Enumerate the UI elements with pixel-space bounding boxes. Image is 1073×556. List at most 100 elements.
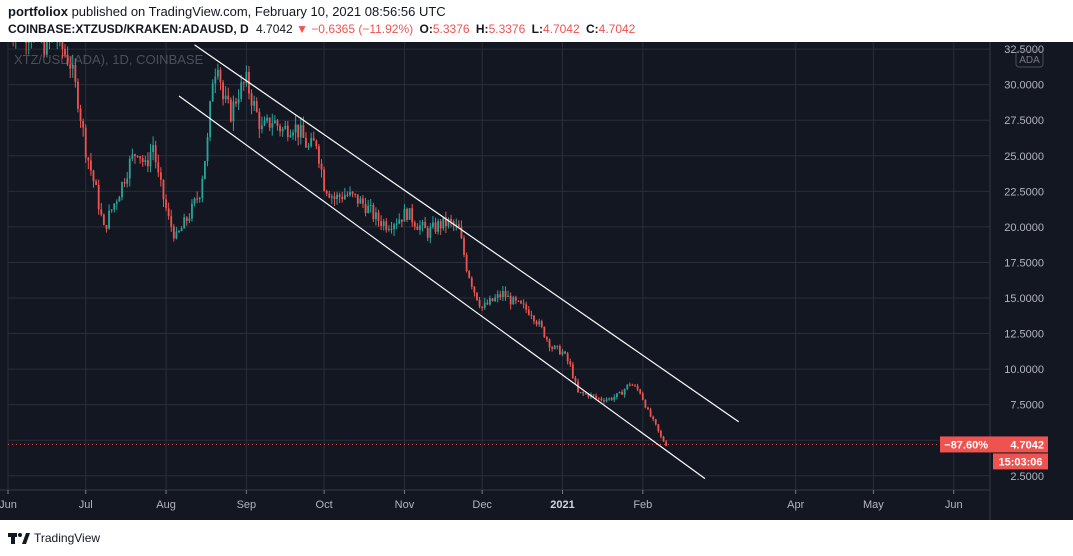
chart-area[interactable]: 2.50005.00007.500010.000012.500015.00001… [0, 18, 1073, 520]
candle [447, 217, 450, 229]
candle-body [170, 216, 173, 227]
candle-body [108, 210, 110, 229]
candle-body [323, 169, 326, 191]
candle-body [626, 384, 629, 390]
candle-body [579, 392, 582, 394]
candle-body [571, 364, 574, 379]
x-tick-label: May [863, 499, 884, 511]
candle-body [398, 219, 401, 224]
candle [263, 116, 266, 127]
published-text: published on TradingView.com, February 1… [71, 4, 446, 19]
candle-body [92, 170, 95, 182]
candle-body [330, 196, 333, 198]
countdown-label-bg [993, 453, 1048, 470]
candle-body [618, 391, 621, 394]
candle [413, 220, 416, 231]
candle-body [504, 290, 507, 297]
candle-body [457, 224, 460, 228]
candle-body [520, 300, 522, 304]
candle-body [196, 198, 199, 200]
candle [639, 388, 642, 395]
candle [504, 286, 507, 301]
candle [444, 211, 447, 234]
candle-body [644, 399, 647, 408]
candle [276, 118, 279, 131]
candle-body [66, 54, 69, 65]
candle [144, 155, 147, 166]
author-name[interactable]: portfoliox [8, 4, 68, 19]
candle [178, 229, 180, 233]
candle-body [165, 199, 167, 209]
candle [489, 295, 491, 306]
candle-body [232, 101, 235, 122]
candle [281, 126, 284, 137]
candle [390, 221, 393, 234]
candle-body [429, 227, 432, 238]
candle [154, 140, 157, 169]
candle [258, 108, 261, 139]
candle [574, 375, 577, 385]
candle-body [338, 194, 341, 197]
candle-body [359, 198, 362, 204]
open-value: 5.3376 [432, 22, 470, 36]
candle [100, 203, 103, 217]
candle-body [533, 315, 535, 322]
candle-body [333, 196, 336, 200]
candle-body [154, 145, 157, 163]
candle-body [242, 82, 245, 84]
candle [289, 129, 292, 138]
candle [108, 204, 110, 230]
candle-body [385, 221, 388, 230]
candle [204, 160, 206, 180]
candle [522, 299, 525, 309]
candle-body [465, 254, 468, 272]
candle-body [434, 222, 437, 232]
candle-body [439, 221, 442, 229]
candle [641, 391, 644, 401]
candle [395, 218, 398, 230]
candle-body [610, 398, 613, 400]
candle [79, 104, 82, 128]
candle [442, 217, 445, 231]
candle [216, 63, 219, 80]
candle-body [349, 191, 351, 196]
channel-upper-line [194, 44, 740, 423]
candle [175, 227, 178, 240]
candle [87, 156, 90, 170]
candle-body [61, 33, 64, 49]
candle [139, 155, 142, 164]
candle [170, 209, 173, 232]
candlestick-chart[interactable]: 2.50005.00007.500010.000012.500015.00001… [0, 18, 1073, 520]
candle-body [631, 384, 634, 386]
candle [654, 418, 657, 426]
candle [382, 218, 385, 231]
candle-body [634, 385, 636, 387]
candle-body [444, 217, 447, 227]
candle [185, 216, 188, 226]
candle [74, 58, 77, 88]
candle [292, 129, 294, 140]
candle-body [276, 120, 279, 126]
y-tick-label: 30.0000 [1004, 80, 1044, 92]
footer: TradingView [8, 528, 100, 548]
candle [136, 155, 139, 158]
candle-body [87, 157, 90, 161]
tradingview-brand[interactable]: TradingView [34, 531, 101, 545]
candle-body [219, 69, 222, 83]
candle-body [84, 127, 87, 158]
candle-body [105, 225, 108, 229]
candle-body [45, 34, 48, 55]
candle [84, 124, 87, 163]
candle [310, 132, 313, 148]
candle-body [564, 351, 566, 354]
candle [512, 295, 515, 305]
bar-countdown-label: 15:03:06 [998, 456, 1042, 468]
candle-body [517, 300, 520, 302]
candle [307, 142, 310, 151]
candle [546, 336, 548, 342]
candle-body [509, 295, 512, 305]
candle-body [302, 125, 305, 138]
candle [463, 235, 465, 258]
candle [408, 208, 411, 221]
candle-body [152, 145, 155, 153]
